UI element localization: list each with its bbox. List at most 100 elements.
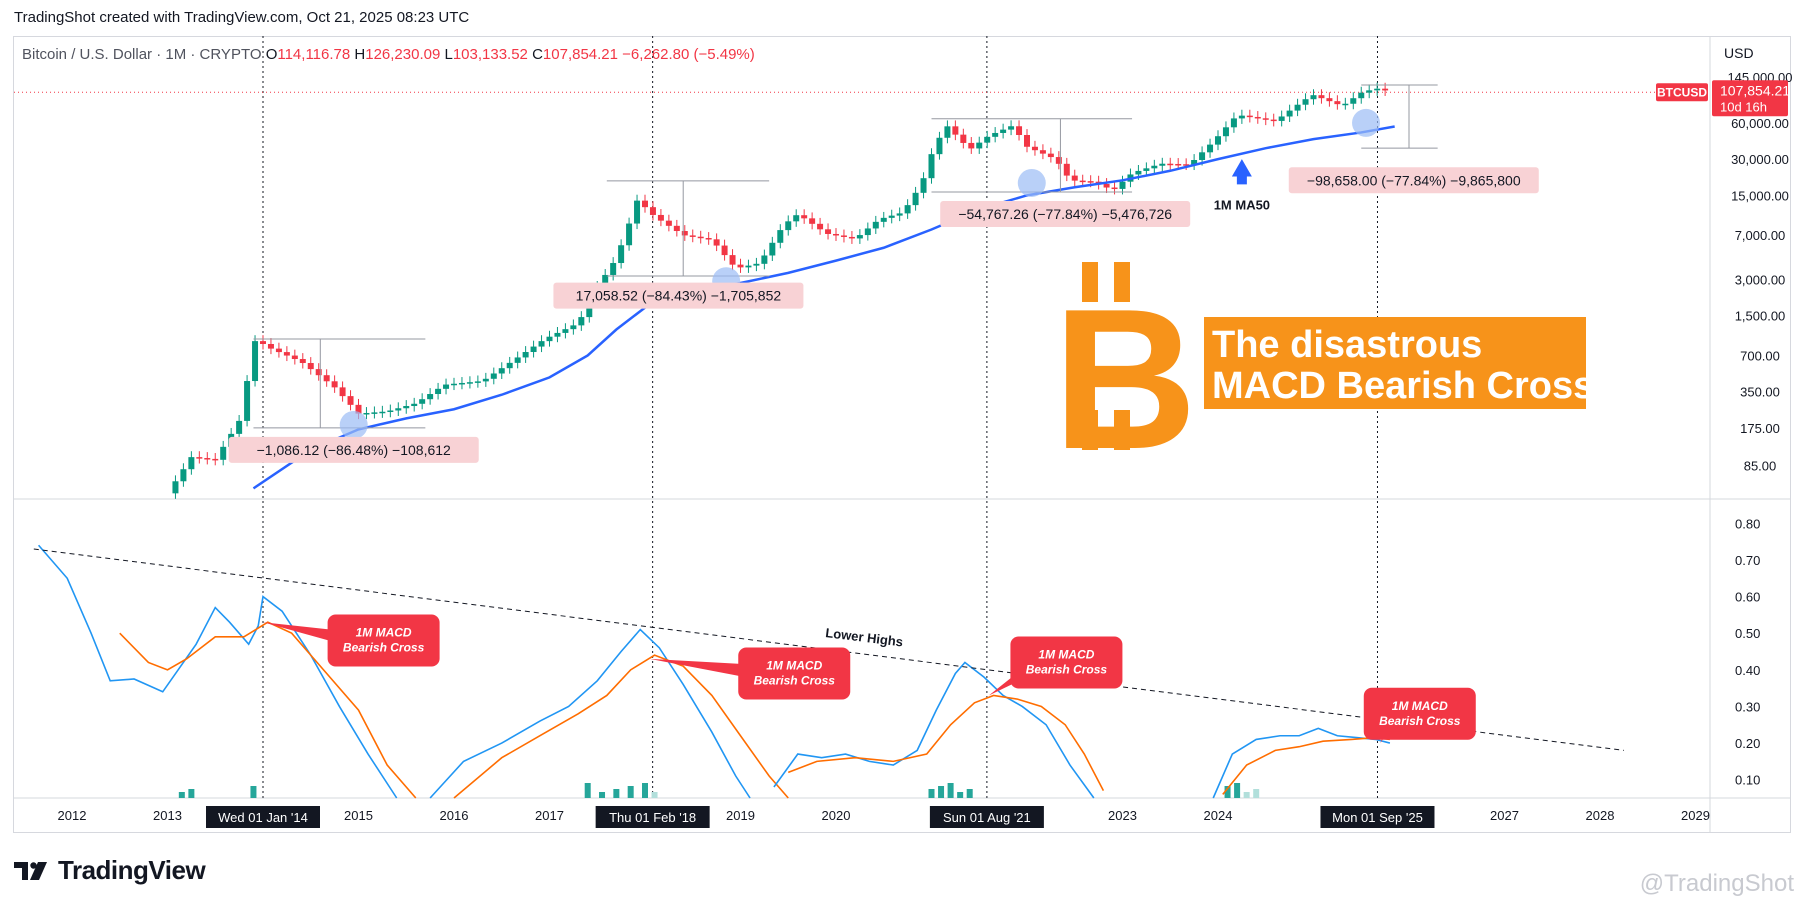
candle-body: [1103, 184, 1110, 188]
ma50-label: 1M MA50: [1214, 197, 1270, 212]
candle-body: [793, 215, 800, 222]
candle-body: [1175, 163, 1182, 166]
candle-body: [244, 381, 251, 421]
macd-line: [773, 661, 1095, 799]
time-tick-label: 2015: [344, 808, 373, 823]
candle-body: [1047, 153, 1054, 158]
candle-body: [212, 458, 219, 461]
macd-histogram-bar: [947, 783, 954, 798]
candle-body: [1111, 187, 1118, 190]
macd-tick-label: 0.50: [1735, 626, 1760, 641]
currency-selector[interactable]: USD: [1724, 45, 1754, 61]
price-tick-label: 175.00: [1740, 421, 1780, 436]
macd-histogram-bar: [188, 789, 195, 798]
candle-body: [737, 264, 744, 268]
candle-body: [618, 245, 625, 264]
candle-body: [331, 381, 338, 388]
macd-histogram-bar: [599, 792, 606, 798]
drawdown-label-box: [1288, 167, 1539, 194]
candle-body: [920, 178, 927, 193]
price-tick-label: 15,000.00: [1731, 188, 1789, 203]
candle-body: [435, 388, 442, 395]
open-value: 114,116.78: [277, 46, 351, 63]
candle-body: [490, 373, 497, 379]
date-highlight-box: [595, 806, 710, 828]
candle-body: [1016, 126, 1023, 135]
candle-body: [936, 137, 943, 155]
bottom-marker: [339, 410, 368, 439]
price-badge-countdown: 10d 16h: [1720, 99, 1767, 114]
candle-body: [1246, 115, 1253, 118]
ticker-badge-label: BTCUSD: [1657, 85, 1707, 99]
candle-body: [562, 329, 569, 333]
candle-body: [172, 481, 179, 494]
macd-histogram-bar: [651, 792, 658, 798]
candle-body: [634, 200, 641, 224]
time-tick-label: 2027: [1490, 808, 1519, 823]
candle-body: [1326, 98, 1333, 102]
lower-highs-label: Lower Highs: [825, 625, 904, 649]
candle-body: [355, 404, 362, 414]
macd-histogram-bar: [642, 783, 648, 798]
candle-body: [665, 220, 672, 226]
candle-body: [443, 384, 450, 389]
bottom-marker: [1017, 168, 1046, 197]
tradingview-logo: TradingView: [14, 855, 206, 886]
candle-body: [960, 134, 967, 143]
candle-body: [315, 369, 322, 376]
candle-body: [610, 263, 617, 275]
macd-histogram-bar: [957, 792, 964, 798]
tradingview-wordmark: TradingView: [58, 855, 206, 885]
drawdown-label-box: [553, 282, 804, 309]
candle-body: [729, 255, 736, 265]
candle-body: [641, 200, 648, 208]
candle-body: [1342, 103, 1349, 106]
macd-histogram-bar: [584, 783, 591, 798]
price-tick-label: 700.00: [1740, 348, 1780, 363]
drawdown-label: −1,086.12 (−86.48%) −108,612: [257, 442, 451, 458]
candle-body: [1230, 118, 1237, 128]
macd-histogram-bar: [613, 789, 620, 798]
ticker-badge: [1656, 83, 1708, 102]
candle-body: [522, 352, 529, 358]
candle-body: [928, 154, 935, 179]
callout-box: [1363, 687, 1476, 740]
author-watermark: @TradingShot: [1639, 870, 1794, 897]
date-highlight-box: [929, 806, 1044, 828]
candle-body: [1071, 175, 1078, 181]
candle-body: [1055, 157, 1062, 164]
signal-line: [119, 621, 417, 799]
candle-body: [220, 446, 227, 460]
candle-body: [864, 228, 871, 236]
candle-body: [1063, 163, 1070, 176]
callout-line-1: 1M MACD: [766, 658, 822, 672]
candle-body: [626, 223, 633, 246]
candle-body: [1350, 98, 1357, 104]
candle-body: [1159, 163, 1166, 166]
bitcoin-icon: B: [1053, 262, 1197, 491]
candle-body: [403, 406, 410, 409]
candle-body: [1318, 95, 1325, 99]
price-badge: [1712, 80, 1788, 117]
candle-body: [514, 357, 521, 363]
macd-tick-label: 0.80: [1735, 516, 1760, 531]
price-tick-label: 30,000.00: [1731, 152, 1789, 167]
candle-body: [427, 394, 434, 400]
candle-body: [713, 239, 720, 246]
open-label: O: [265, 46, 278, 63]
title-line-1: The disastrous: [1212, 324, 1482, 366]
candle-body: [976, 142, 983, 149]
title-line-2: MACD Bearish Cross: [1212, 365, 1594, 407]
candle-body: [1119, 181, 1126, 189]
candle-body: [880, 217, 887, 222]
macd-tick-label: 0.30: [1735, 699, 1760, 714]
candle-body: [1254, 116, 1261, 119]
macd-line: [37, 544, 398, 799]
candle-body: [1238, 115, 1245, 119]
candle-body: [498, 368, 505, 374]
candle-body: [339, 387, 346, 397]
candle-body: [761, 255, 768, 264]
candle-body: [705, 238, 712, 240]
candle-body: [952, 126, 959, 135]
